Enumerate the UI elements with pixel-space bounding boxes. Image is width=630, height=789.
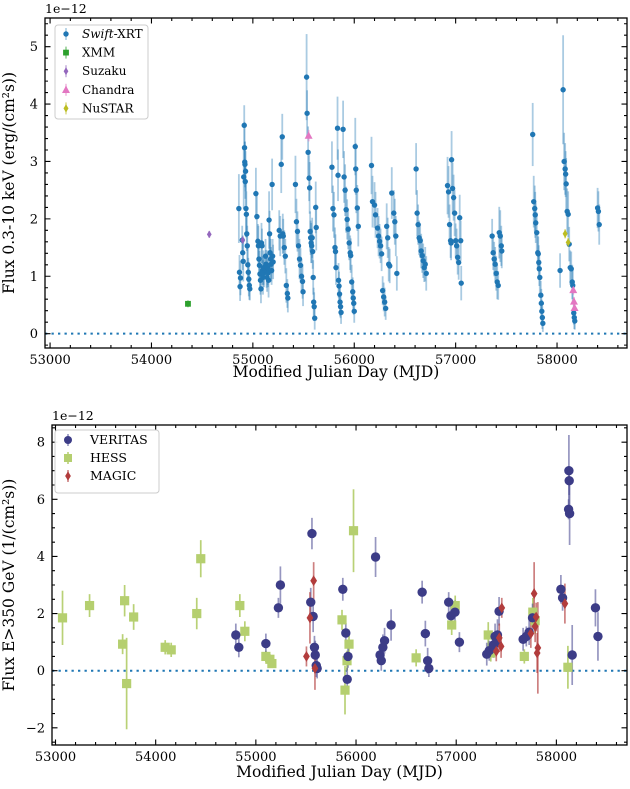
light-curve-figure — [0, 0, 630, 789]
flux-light-curves-canvas — [0, 0, 630, 789]
